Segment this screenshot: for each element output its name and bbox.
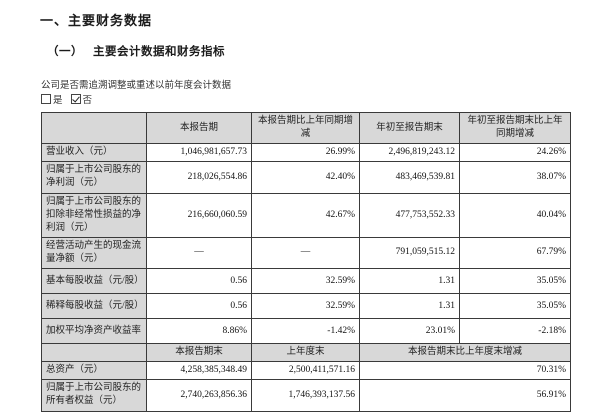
table-header-quarter: 本报告期 本报告期比上年同期增减 年初至报告期末 年初至报告期末比上年同期增减 [41, 111, 571, 145]
value-cell: 35.05% [459, 268, 571, 295]
page-title: 一、主要财务数据 [40, 13, 153, 28]
value-cell: 8.86% [146, 318, 252, 345]
value-cell: 2,496,819,243.12 [359, 143, 460, 163]
value-cell: 40.04% [459, 192, 571, 238]
section-title-text: 主要会计数据和财务指标 [93, 46, 225, 58]
table-row: 归属于上市公司股东的净利润（元） 218,026,554.86 42.40% 4… [41, 161, 571, 194]
value-cell: 1.31 [359, 293, 460, 320]
checkbox-unchecked-icon [41, 94, 51, 104]
row-label-cell: 稀释每股收益（元/股） [41, 293, 147, 320]
financial-table: 本报告期 本报告期比上年同期增减 年初至报告期末 年初至报告期末比上年同期增减 … [41, 111, 571, 412]
table-row: 稀释每股收益（元/股） 0.56 32.59% 1.31 35.05% [41, 293, 571, 320]
restatement-note: 公司是否需追溯调整或重述以前年度会计数据 [41, 81, 232, 91]
value-cell: 4,258,385,348.49 [146, 361, 252, 381]
checkbox-no: 否 [70, 94, 93, 106]
table-row: 归属于上市公司股东的所有者权益（元） 2,740,263,856.36 1,74… [41, 379, 571, 412]
value-cell: 1.31 [359, 268, 460, 295]
row-label-cell: 基本每股收益（元/股） [41, 268, 147, 295]
value-cell: 35.05% [459, 293, 571, 320]
value-cell: 1,746,393,137.56 [251, 379, 360, 412]
value-cell: 218,026,554.86 [146, 161, 252, 194]
table-row: 加权平均净资产收益率 8.86% -1.42% 23.01% -2.18% [41, 318, 571, 345]
section-number: （一） [47, 46, 83, 58]
value-cell: 23.01% [359, 318, 460, 345]
col-header-period-end: 本报告期末 [146, 343, 252, 363]
value-cell: 24.26% [459, 143, 571, 163]
value-cell: 70.31% [359, 361, 571, 381]
table-row: 经营活动产生的现金流量净额（元） — — 791,059,515.12 67.7… [41, 236, 571, 270]
row-label-cell: 归属于上市公司股东的扣除非经常性损益的净利润（元） [41, 192, 147, 238]
table-row: 总资产（元） 4,258,385,348.49 2,500,411,571.16… [41, 361, 571, 381]
row-label-cell: 营业收入（元） [41, 143, 147, 163]
value-cell: 38.07% [459, 161, 571, 194]
value-cell: -2.18% [459, 318, 571, 345]
value-cell: 56.91% [359, 379, 571, 412]
checkbox-no-label: 否 [82, 96, 93, 106]
value-cell: 0.56 [146, 293, 252, 320]
value-cell: 67.79% [459, 236, 571, 270]
value-cell: 2,500,411,571.16 [251, 361, 360, 381]
value-cell: 483,469,539.81 [359, 161, 460, 194]
value-cell: 42.67% [251, 192, 360, 238]
col-header-change-vs-yearend: 本报告期末比上年度末增减 [359, 343, 571, 363]
value-cell: 32.59% [251, 268, 360, 295]
corner-cell [41, 343, 147, 363]
value-cell: 791,059,515.12 [359, 236, 460, 270]
table-row: 营业收入（元） 1,046,981,657.73 26.99% 2,496,81… [41, 143, 571, 163]
row-label-cell: 总资产（元） [41, 361, 147, 381]
table-row: 归属于上市公司股东的扣除非经常性损益的净利润（元） 216,660,060.59… [41, 192, 571, 238]
checkbox-checked-icon [70, 94, 81, 104]
row-label-cell: 归属于上市公司股东的所有者权益（元） [41, 379, 147, 412]
value-cell: 2,740,263,856.36 [146, 379, 252, 412]
row-label-cell: 经营活动产生的现金流量净额（元） [41, 236, 147, 270]
checkbox-yes-label: 是 [53, 96, 63, 106]
row-label-cell: 加权平均净资产收益率 [41, 318, 147, 345]
value-cell: — [146, 236, 252, 270]
value-cell: 0.56 [146, 268, 252, 295]
section-title: （一） 主要会计数据和财务指标 [47, 43, 225, 59]
value-cell: — [251, 236, 360, 270]
checkbox-yes: 是 [41, 94, 63, 106]
row-label-cell: 归属于上市公司股东的净利润（元） [41, 161, 147, 194]
col-header-yoy-change: 本报告期比上年同期增减 [251, 111, 360, 145]
value-cell: 32.59% [251, 293, 360, 320]
table-header-yearend: 本报告期末 上年度末 本报告期末比上年度末增减 [41, 343, 571, 363]
col-header-ytd: 年初至报告期末 [359, 111, 460, 145]
col-header-current-period: 本报告期 [146, 111, 252, 145]
corner-cell [41, 111, 147, 145]
col-header-prior-yearend: 上年度末 [251, 343, 360, 363]
table-row: 基本每股收益（元/股） 0.56 32.59% 1.31 35.05% [41, 268, 571, 295]
value-cell: 216,660,060.59 [146, 192, 252, 238]
restatement-checkboxes: 是否 [41, 92, 100, 106]
value-cell: 42.40% [251, 161, 360, 194]
value-cell: -1.42% [251, 318, 360, 345]
col-header-ytd-yoy-change: 年初至报告期末比上年同期增减 [459, 111, 571, 145]
value-cell: 1,046,981,657.73 [146, 143, 252, 163]
value-cell: 26.99% [251, 143, 360, 163]
value-cell: 477,753,552.33 [359, 192, 460, 238]
